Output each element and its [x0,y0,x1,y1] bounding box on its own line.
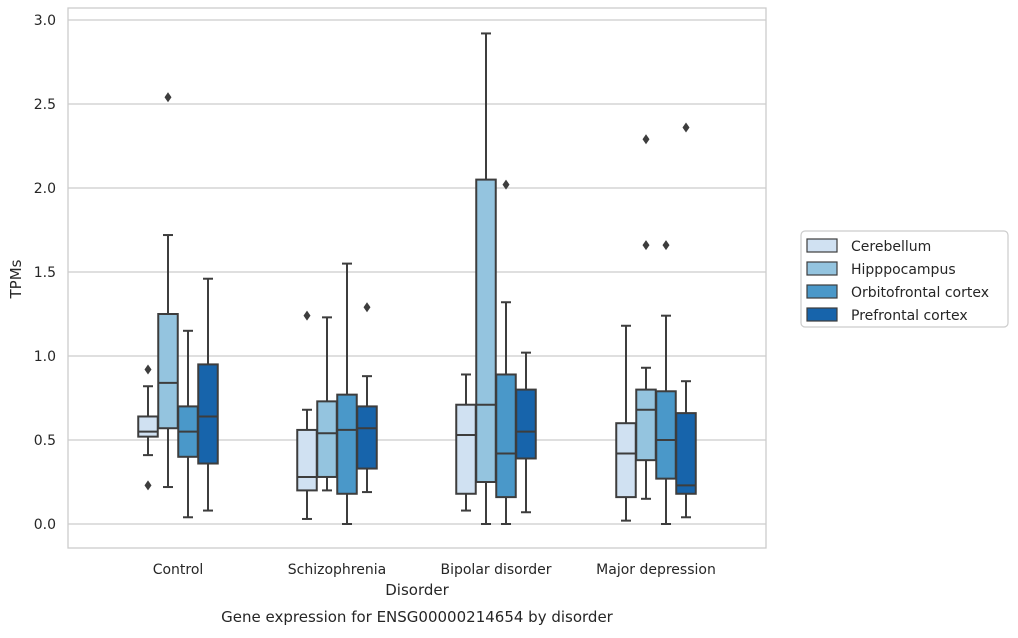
x-axis-ticks: Control Schizophrenia Bipolar disorder Majo… [153,562,716,578]
box [515,388,537,460]
box-group [495,179,517,525]
box-group [475,32,497,525]
y-axis-label: TPMs [7,259,25,299]
y-tick-label: 0.0 [34,517,56,533]
box [157,313,179,430]
y-tick-label: 3.0 [34,13,56,29]
outlier-point [502,179,510,190]
y-tick-label: 1.0 [34,349,56,365]
y-tick-label: 0.5 [34,433,56,449]
outlier-point [303,310,311,321]
outlier-point [144,364,152,375]
box-group [635,134,657,500]
box-group [455,373,477,512]
box [455,403,477,495]
legend: Cerebellum Hipppocampus Orbitofrontal cort… [800,230,1009,328]
box-group [336,262,358,525]
box [495,373,517,499]
outlier-point [682,122,690,133]
outlier-point [662,240,670,251]
box [197,363,219,465]
box [475,178,497,483]
box [336,393,358,495]
x-tick-label: Control [153,562,204,578]
legend-swatch [806,261,838,276]
box-group [675,122,697,519]
box [316,400,338,478]
box-group [316,316,338,492]
box-group [197,277,219,512]
box-group [356,302,378,494]
box-group [515,351,537,514]
box-group [296,310,318,520]
legend-swatch [806,284,838,299]
box [137,415,159,438]
box-group [655,240,677,525]
y-tick-label: 1.5 [34,265,56,281]
legend-label: Cerebellum [851,239,931,255]
box [635,388,657,462]
x-tick-label: Major depression [596,562,716,578]
legend-swatch [806,238,838,253]
legend-label: Orbitofrontal cortex [851,285,989,301]
boxes [137,32,697,525]
legend-label: Prefrontal cortex [851,308,968,324]
outlier-point [363,302,371,313]
y-tick-label: 2.0 [34,181,56,197]
box-group [177,329,199,519]
legend-swatch [806,307,838,322]
outlier-point [642,134,650,145]
x-tick-label: Schizophrenia [288,562,386,578]
box [615,422,637,499]
outlier-point [642,240,650,251]
x-axis-label: Disorder [385,581,449,599]
box [675,412,697,495]
chart-caption: Gene expression for ENSG00000214654 by d… [221,608,614,626]
box [296,428,318,492]
legend-label: Hipppocampus [851,262,956,278]
x-tick-label: Bipolar disorder [440,562,551,578]
outlier-point [144,480,152,491]
box [655,390,677,480]
legend-frame [800,230,1009,328]
y-axis-ticks: 0.0 0.5 1.0 1.5 2.0 2.5 3.0 [34,13,56,533]
y-tick-label: 2.5 [34,97,56,113]
box-group [157,92,179,489]
outlier-point [164,92,172,103]
plot-frame [67,7,767,549]
box [356,405,378,470]
box-group [137,364,159,491]
box-group [615,324,637,522]
